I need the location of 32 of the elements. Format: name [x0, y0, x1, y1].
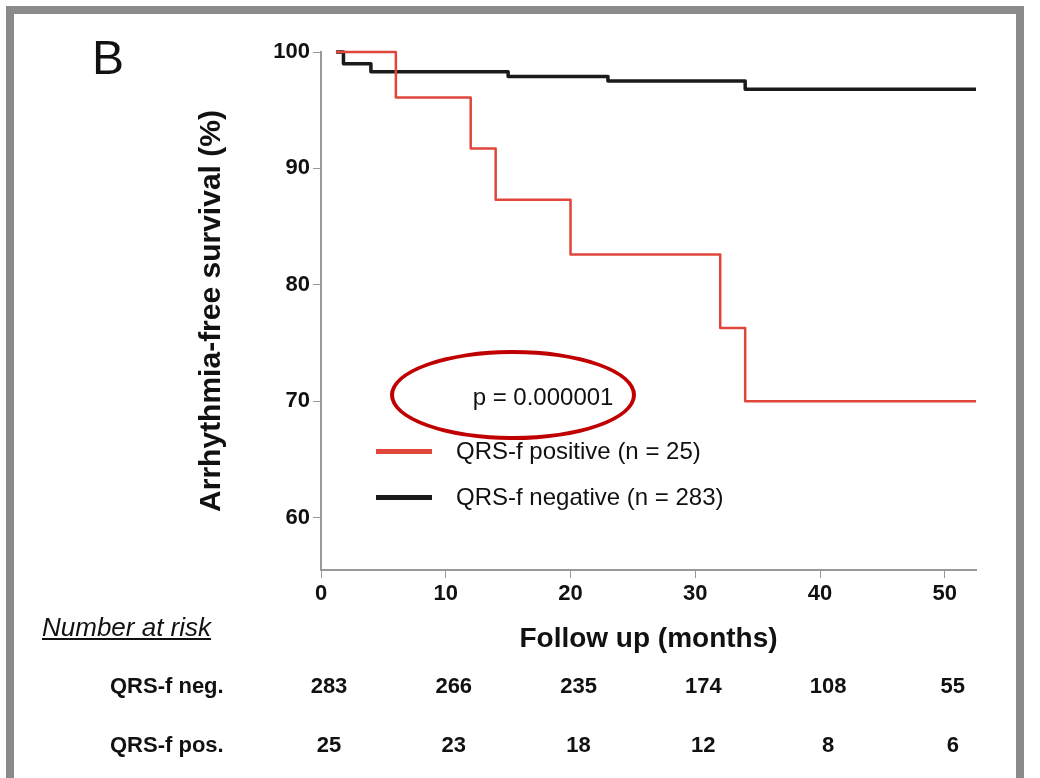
- text: 25: [316, 732, 342, 758]
- text: QRS-f pos.: [110, 732, 224, 758]
- text: 235: [560, 673, 597, 699]
- legend-label: QRS-f negative (n = 283): [456, 482, 724, 511]
- text: 23: [441, 732, 466, 758]
- text: 108: [809, 673, 847, 699]
- x-tick-label: 50: [932, 580, 958, 606]
- x-tick-label: 40: [807, 580, 833, 606]
- x-tick-label: 10: [433, 580, 458, 606]
- x-axis-title: Follow up (months): [519, 621, 778, 653]
- text: Number at risk: [42, 612, 212, 643]
- y-tick-label: 60: [285, 503, 310, 529]
- text: QRS-f neg.: [110, 673, 224, 699]
- text: 6: [946, 732, 959, 758]
- y-tick-label: 90: [285, 154, 310, 180]
- text: 8: [821, 732, 835, 758]
- y-axis-title: Arrhythmia-free survival (%): [193, 110, 227, 512]
- text: 55: [940, 673, 966, 699]
- text: 266: [435, 673, 473, 699]
- x-tick-label: 30: [683, 580, 708, 606]
- annotation: p = 0.000001: [472, 382, 614, 411]
- text: 283: [310, 673, 348, 699]
- y-tick-label: 70: [285, 387, 310, 413]
- legend-label: QRS-f positive (n = 25): [456, 436, 701, 465]
- text: 18: [566, 732, 591, 758]
- x-tick-label: 0: [314, 580, 328, 606]
- x-tick-label: 20: [558, 580, 583, 606]
- y-tick-label: 80: [285, 270, 310, 296]
- text: 12: [691, 732, 716, 758]
- text: 174: [684, 673, 722, 699]
- y-tick-label: 100: [273, 38, 310, 64]
- chart-title: B: [92, 30, 125, 85]
